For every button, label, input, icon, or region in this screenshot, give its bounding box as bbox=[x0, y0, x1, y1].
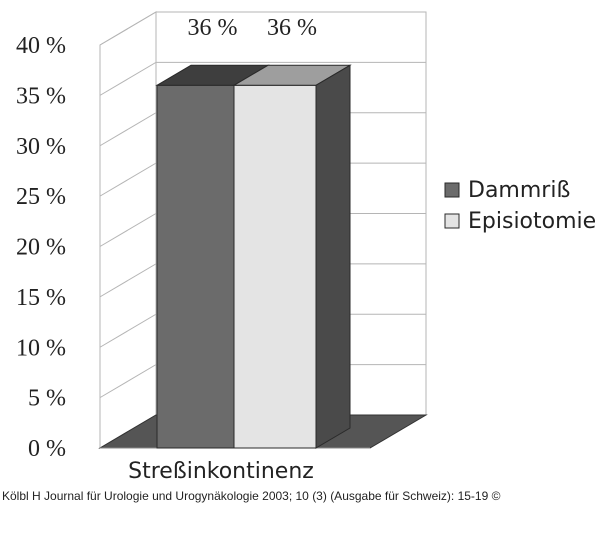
y-tick-label: 30 % bbox=[16, 134, 66, 160]
legend-label: Dammriß bbox=[468, 178, 570, 203]
bar-0 bbox=[156, 84, 235, 449]
bar-side-1 bbox=[315, 64, 351, 449]
y-tick-label: 25 % bbox=[16, 184, 66, 210]
y-tick-label: 40 % bbox=[16, 33, 66, 59]
y-tick-label: 0 % bbox=[28, 436, 66, 462]
y-axis-ticks: 0 % 5 % 10 % 15 % 20 % 25 % 30 % 35 % 40 % bbox=[16, 33, 66, 462]
chart-bars bbox=[155, 64, 352, 449]
bar-chart: 0 %5 %10 %15 %20 %25 %30 %35 %40 % 36 % 3… bbox=[16, 11, 596, 484]
value-labels: 36 % 36 % bbox=[188, 15, 318, 41]
bar-1 bbox=[233, 84, 317, 449]
y-tick-label: 35 % bbox=[16, 83, 66, 109]
legend-swatch bbox=[444, 182, 460, 198]
y-tick-label: 20 % bbox=[16, 235, 66, 261]
y-tick-label: 15 % bbox=[16, 285, 66, 311]
value-label: 36 % bbox=[188, 15, 238, 41]
category-label: Streßinkontinenz bbox=[128, 459, 314, 484]
category-labels: Streßinkontinenz bbox=[128, 459, 314, 484]
legend-swatch bbox=[444, 213, 460, 229]
y-tick-label: 10 % bbox=[16, 335, 66, 361]
y-tick-label: 5 % bbox=[28, 386, 66, 412]
legend: Dammriß Episiotomie bbox=[444, 178, 596, 234]
legend-label: Episiotomie bbox=[468, 209, 596, 234]
gridline bbox=[99, 61, 426, 96]
value-label: 36 % bbox=[267, 15, 317, 41]
source-caption: Kölbl H Journal für Urologie und Urogynä… bbox=[2, 489, 501, 503]
gridline bbox=[99, 11, 426, 46]
